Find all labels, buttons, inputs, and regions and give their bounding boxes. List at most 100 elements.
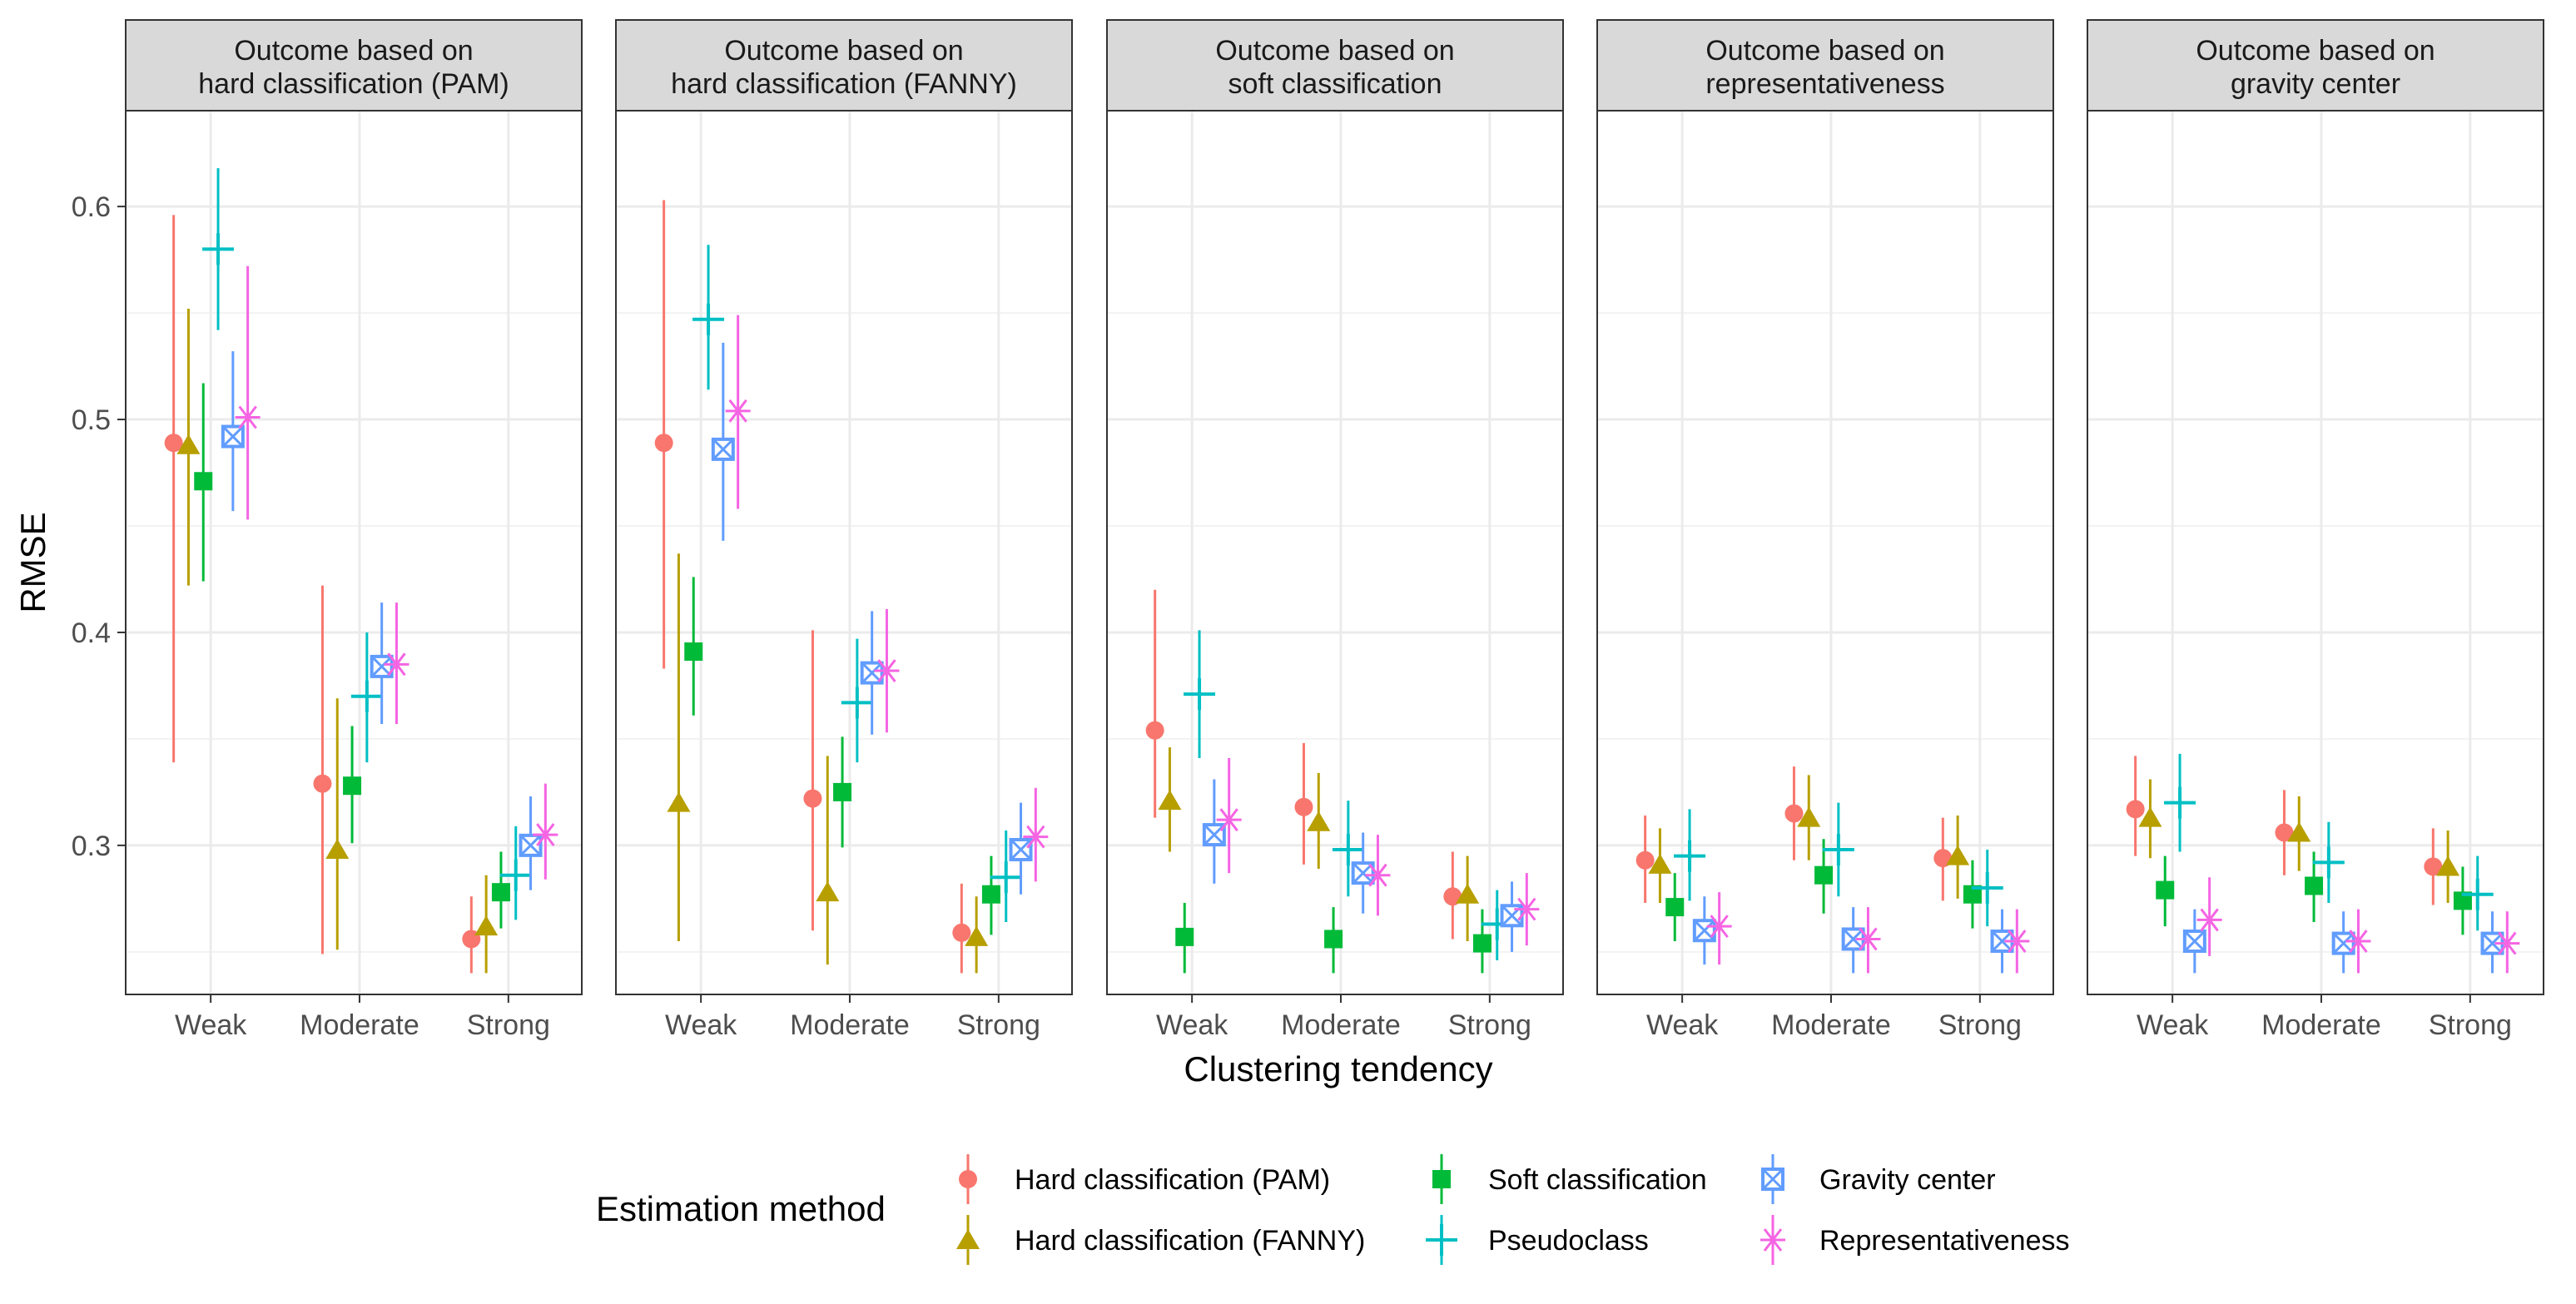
data-point bbox=[1216, 808, 1242, 832]
x-tick-label: Weak bbox=[1156, 1009, 1228, 1041]
data-point bbox=[202, 233, 235, 265]
data-point bbox=[1971, 872, 2003, 905]
plot-area bbox=[2087, 111, 2544, 994]
plot-area bbox=[1597, 111, 2053, 994]
x-tick-label: Moderate bbox=[1281, 1009, 1401, 1041]
y-tick-label: 0.4 bbox=[72, 617, 111, 649]
facet-strip-label: gravity center bbox=[2231, 68, 2400, 100]
data-point bbox=[2275, 823, 2294, 842]
panel-border bbox=[125, 110, 583, 995]
data-point bbox=[2461, 878, 2494, 910]
data-point bbox=[1202, 823, 1226, 847]
x-tick-label: Weak bbox=[1646, 1009, 1719, 1041]
data-point bbox=[499, 859, 532, 891]
data-point bbox=[313, 774, 332, 793]
data-point bbox=[1855, 927, 1881, 951]
data-point bbox=[1175, 927, 1194, 946]
data-point bbox=[981, 885, 1000, 904]
data-point bbox=[833, 782, 852, 801]
data-point bbox=[235, 405, 261, 429]
legend-title: Estimation method bbox=[596, 1189, 886, 1228]
legend-label: Soft classification bbox=[1488, 1164, 1707, 1196]
data-point bbox=[1023, 825, 1049, 849]
data-point bbox=[1158, 790, 1182, 811]
data-point bbox=[519, 833, 543, 857]
legend-item: Pseudoclass bbox=[1426, 1215, 1649, 1265]
data-point bbox=[2305, 876, 2324, 895]
data-point bbox=[654, 434, 673, 453]
data-point bbox=[1514, 897, 1540, 921]
plot-area bbox=[616, 111, 1072, 994]
data-point bbox=[176, 434, 201, 454]
x-axis-title: Clustering tendency bbox=[1184, 1049, 1492, 1088]
data-point bbox=[2156, 880, 2175, 900]
legend-label: Representativeness bbox=[1819, 1225, 2070, 1257]
x-tick-label: Strong bbox=[1938, 1009, 2022, 1041]
data-point bbox=[2196, 908, 2222, 932]
data-point bbox=[1332, 833, 1364, 865]
x-tick-label: Weak bbox=[2137, 1009, 2209, 1041]
data-point bbox=[2004, 930, 2030, 953]
data-point bbox=[1294, 797, 1313, 816]
data-point bbox=[1706, 915, 1732, 939]
data-point bbox=[1674, 840, 1706, 872]
legend-label: Hard classification (FANNY) bbox=[1015, 1225, 1365, 1257]
facet-strip-label: hard classification (PAM) bbox=[198, 68, 509, 100]
facet-strip bbox=[125, 19, 583, 112]
legend-item: Gravity center bbox=[1761, 1154, 1996, 1204]
data-point bbox=[1665, 898, 1685, 917]
y-axis-title: RMSE bbox=[13, 512, 52, 612]
data-point bbox=[2126, 800, 2145, 819]
facet-strip bbox=[615, 19, 1073, 112]
x-tick-label: Moderate bbox=[2261, 1009, 2381, 1041]
x-tick-label: Strong bbox=[957, 1009, 1040, 1041]
legend-key-circle-icon bbox=[959, 1170, 977, 1188]
data-point bbox=[1635, 850, 1655, 870]
data-point bbox=[1814, 865, 1834, 885]
data-point bbox=[2453, 891, 2472, 910]
data-point bbox=[1822, 833, 1854, 865]
data-point bbox=[1009, 837, 1033, 861]
data-point bbox=[1797, 806, 1821, 827]
data-point bbox=[1472, 934, 1491, 953]
data-point bbox=[803, 789, 822, 808]
data-point bbox=[221, 424, 245, 449]
y-tick-label: 0.5 bbox=[72, 404, 111, 436]
panel-border bbox=[615, 110, 1073, 995]
facet-strip-label: soft classification bbox=[1228, 68, 1442, 100]
legend-item: Hard classification (PAM) bbox=[959, 1154, 1330, 1204]
data-point bbox=[1365, 863, 1391, 887]
data-point bbox=[1351, 861, 1375, 885]
facet-strip bbox=[1596, 19, 2054, 112]
data-point bbox=[1443, 887, 1462, 906]
data-point bbox=[2138, 806, 2162, 827]
data-point bbox=[2312, 846, 2345, 879]
facet-strip-label: hard classification (FANNY) bbox=[671, 68, 1017, 100]
data-point bbox=[1933, 849, 1953, 868]
legend-item: Soft classification bbox=[1432, 1154, 1707, 1204]
x-tick-label: Moderate bbox=[790, 1009, 910, 1041]
panel-border bbox=[1596, 110, 2054, 995]
x-tick-label: Strong bbox=[2429, 1009, 2512, 1041]
legend-key-boxed-x-icon bbox=[1761, 1168, 1784, 1191]
data-point bbox=[1184, 678, 1216, 711]
legend-key-asterisk-icon bbox=[1760, 1228, 1785, 1252]
data-point bbox=[325, 838, 350, 859]
legend-key-triangle-icon bbox=[956, 1229, 980, 1249]
legend-key-square-icon bbox=[1432, 1170, 1451, 1188]
facet-strip bbox=[1106, 19, 1564, 112]
x-tick-label: Strong bbox=[1448, 1009, 1531, 1041]
data-point bbox=[841, 687, 873, 719]
data-point bbox=[2424, 857, 2443, 876]
data-point bbox=[874, 659, 900, 682]
data-point bbox=[965, 925, 989, 946]
legend-label: Gravity center bbox=[1819, 1164, 1996, 1196]
plot-area bbox=[126, 111, 582, 994]
x-tick-label: Strong bbox=[467, 1009, 550, 1041]
